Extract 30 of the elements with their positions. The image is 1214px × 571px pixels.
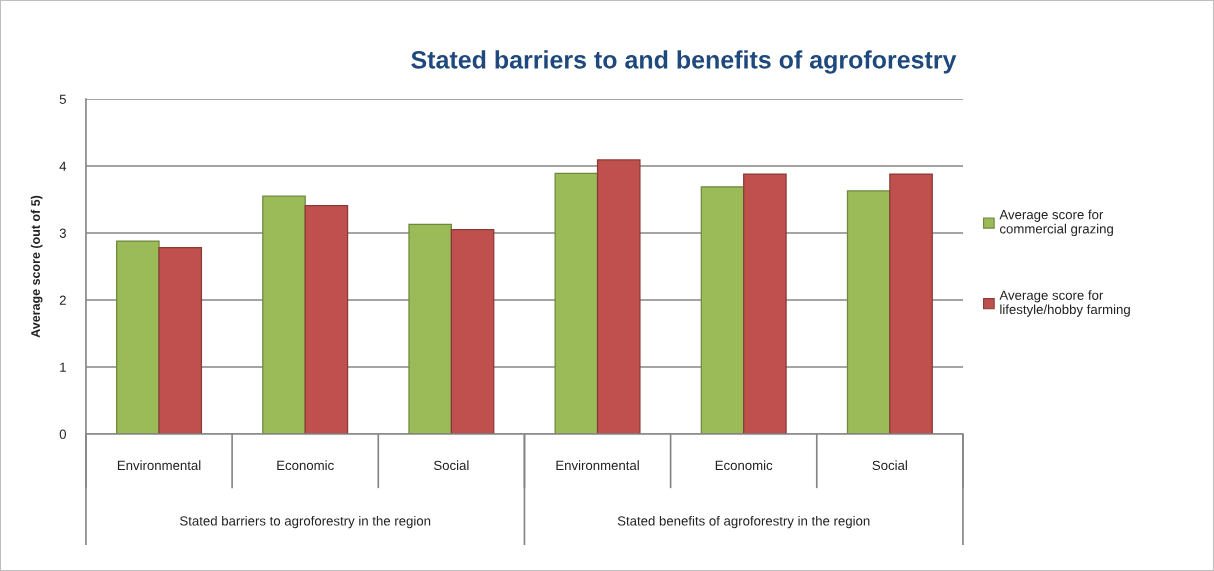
y-tick-label: 2 (59, 295, 66, 305)
y-tick-label: 3 (59, 228, 66, 238)
bar (304, 204, 349, 434)
text: Stated barriers to agroforestry in the region (180, 515, 431, 529)
x-tick-label: Social (872, 460, 907, 471)
bar (596, 159, 641, 434)
bar (408, 223, 452, 434)
bar (158, 247, 203, 434)
bar (700, 186, 745, 434)
y-axis-title: Average score (out of 5) (30, 195, 43, 338)
legend-label: Average score for lifestyle/hobby farming (999, 290, 1130, 317)
x-tick-label: Economic (277, 460, 334, 471)
text: Stated benefits of agroforestry in the region (617, 515, 870, 529)
y-tick-label: 1 (60, 362, 66, 372)
x-tick-label: Environmental (117, 460, 201, 471)
x-tick-label: Social (434, 460, 469, 471)
bar (846, 190, 891, 434)
x-tick-label: Economic (715, 460, 773, 471)
y-tick-label: 0 (59, 429, 66, 439)
x-tick-label: Environmental (556, 460, 639, 471)
bar (450, 229, 495, 434)
y-tick-label: 4 (59, 161, 67, 171)
chart-title: Stated barriers to and benefits of agroforestry (411, 50, 957, 74)
bar (889, 173, 933, 434)
bar (116, 240, 160, 434)
bar (743, 173, 787, 434)
legend-label: Average score for commercial grazing (999, 209, 1113, 237)
y-tick-label: 5 (59, 94, 66, 104)
bar (554, 172, 599, 434)
bar (262, 195, 306, 434)
